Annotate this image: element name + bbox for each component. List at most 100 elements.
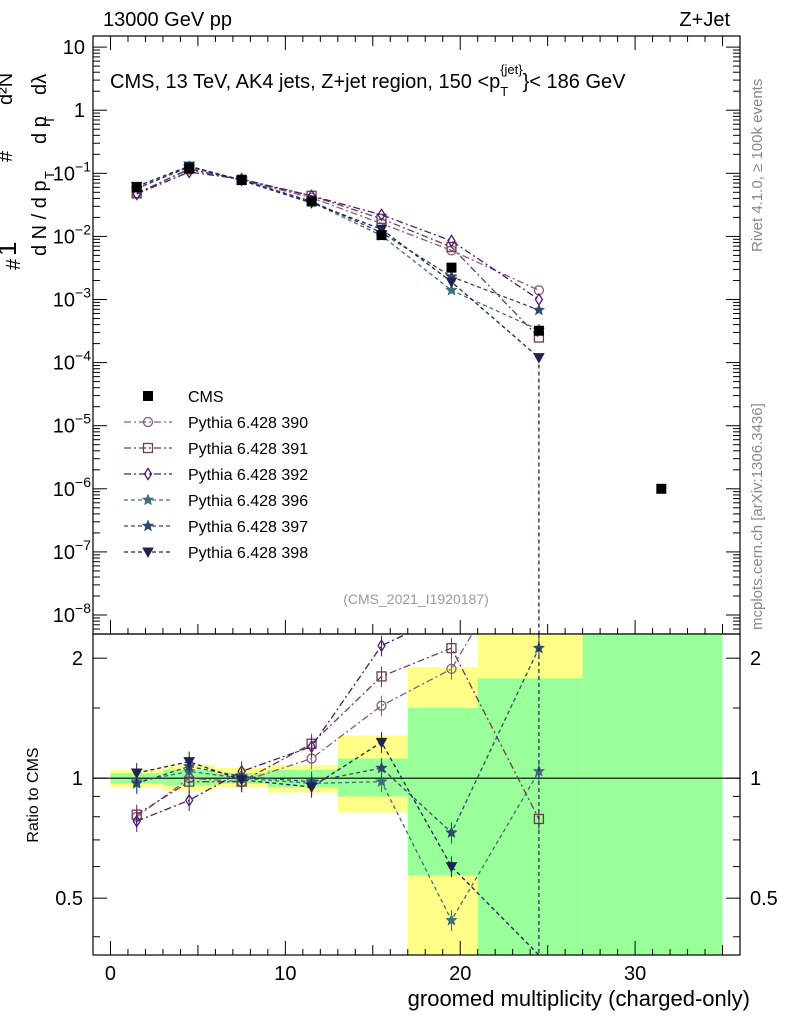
series-line-p391 — [136, 168, 540, 338]
ylabel-hash: # — [3, 258, 25, 270]
title-suffix: }< 186 GeV — [523, 71, 627, 93]
main-series — [130, 159, 667, 634]
y-tick-label: 1 — [74, 100, 85, 122]
x-tick-label: 30 — [624, 963, 646, 985]
header-left-label: 13000 GeV pp — [103, 9, 232, 31]
ratio-point-p398 — [375, 737, 388, 749]
cms-data-point — [236, 175, 247, 186]
ratio-point-p398 — [130, 768, 143, 780]
series-point-p391 — [376, 213, 387, 224]
legend-label-p398: Pythia 6.428 398 — [188, 545, 308, 562]
ylabel-hash2: # — [0, 150, 17, 162]
ratio-series — [130, 634, 546, 955]
legend-label-p390: Pythia 6.428 390 — [188, 415, 308, 432]
y-tick-label: 10−7 — [53, 537, 91, 564]
band-green — [337, 758, 408, 797]
cms-data-point — [131, 182, 142, 193]
ratio-frame — [92, 633, 741, 956]
cms-data-point — [184, 163, 195, 174]
ratio-y-label: Ratio to CMS — [25, 747, 42, 842]
ratio-point-p398 — [305, 782, 318, 794]
ratio-tick-label: 0.5 — [55, 888, 83, 910]
legend-label-p396: Pythia 6.428 396 — [188, 493, 308, 510]
ratio-panel: 0 10 20 30 0.5 0.5 1 1 2 2 — [55, 633, 778, 985]
main-panel: 10 1 10−1 10−2 10−3 10−4 10−5 10−6 10−7 10−8 — [53, 35, 741, 635]
ratio-point-p398 — [183, 757, 196, 768]
ratio-tick-label: 2 — [72, 648, 83, 670]
legend-label-p392: Pythia 6.428 392 — [188, 467, 308, 484]
series-line-p397 — [136, 165, 540, 311]
ratio-point-p390 — [376, 700, 387, 711]
series-point-p396 — [445, 283, 458, 296]
y-axis-label: # 1 d N / d p T # d p T d²N dλ — [0, 73, 57, 270]
title-sub: T — [500, 84, 508, 99]
series-point-p398 — [533, 353, 545, 364]
ratio-point-p392 — [307, 739, 316, 754]
ratio-point-p397 — [375, 761, 388, 774]
y-tick-label: 10−4 — [53, 348, 91, 375]
legend-marker-p397 — [141, 519, 155, 532]
legend-label-p397: Pythia 6.428 397 — [188, 519, 308, 536]
series-point-p397 — [532, 303, 546, 316]
ratio-point-p392 — [377, 638, 386, 653]
mcplots-label: mcplots.cern.ch [arXiv:1306.3436] — [749, 403, 766, 630]
cms-data-point — [306, 196, 317, 207]
ratio-point-p391 — [376, 671, 387, 682]
ratio-point-p398 — [235, 775, 248, 786]
y-tick-label: 10−6 — [53, 474, 91, 501]
legend-label-cms: CMS — [188, 389, 224, 406]
legend-marker-p392 — [143, 467, 153, 481]
ylabel-num: d²N — [0, 73, 17, 105]
ratio-point-p390 — [446, 663, 457, 675]
legend-label-p391: Pythia 6.428 391 — [188, 441, 308, 458]
ratio-tick-label-right: 1 — [750, 768, 761, 790]
ylabel-t1: T — [42, 171, 57, 179]
analysis-id: (CMS_2021_I1920187) — [343, 591, 489, 607]
y-tick-label: 10−2 — [53, 221, 91, 248]
series-line-p392 — [136, 171, 540, 301]
ylabel-t2: T — [42, 116, 57, 124]
cms-data-point — [446, 262, 457, 273]
legend-marker-p391 — [142, 442, 154, 454]
cms-data-point — [656, 483, 667, 494]
ylabel-one: 1 — [0, 242, 22, 256]
band-green — [582, 634, 723, 955]
cms-data-point — [533, 325, 544, 336]
legend-marker-p390 — [142, 416, 154, 428]
chart-title: CMS, 13 TeV, AK4 jets, Z+jet region, 150… — [110, 62, 626, 99]
x-tick-label: 20 — [449, 963, 471, 985]
series-point-p392 — [534, 292, 544, 307]
series-point-p398 — [445, 277, 458, 288]
ratio-point-p391 — [446, 642, 457, 654]
band-green — [407, 707, 478, 876]
y-tick-label: 10 — [63, 37, 85, 59]
title-sup: {jet} — [500, 62, 523, 77]
legend-marker-cms — [143, 391, 153, 401]
ratio-tick-label-right: 2 — [750, 648, 761, 670]
x-axis-label: groomed multiplicity (charged-only) — [408, 986, 750, 1011]
ratio-point-p398 — [445, 862, 458, 873]
ratio-point-p396 — [445, 913, 458, 926]
series-point-p391 — [446, 241, 457, 253]
ylabel-dl: dλ — [29, 74, 51, 95]
series-point-p398 — [375, 224, 388, 236]
header-right-label: Z+Jet — [679, 9, 730, 31]
ratio-tick-label-right: 0.5 — [750, 888, 778, 910]
x-tick-label: 0 — [105, 963, 116, 985]
y-tick-label: 10−8 — [53, 600, 91, 627]
legend-marker-p396 — [141, 493, 155, 506]
y-tick-label: 10−3 — [53, 285, 91, 312]
y-tick-label: 10−1 — [53, 158, 91, 185]
series-line-p398 — [136, 165, 540, 634]
ylabel-den2: d p — [29, 116, 51, 144]
legend-marker-p398 — [142, 547, 154, 559]
title-prefix: CMS, 13 TeV, AK4 jets, Z+jet region, 150… — [110, 71, 500, 93]
y-tick-label: 10−5 — [53, 411, 91, 438]
series-point-p392 — [447, 234, 456, 248]
legend: CMS Pythia 6.428 390 Pythia 6.428 391 Pythi… — [124, 389, 308, 562]
series-line-p396 — [136, 166, 540, 331]
x-tick-label: 10 — [274, 963, 296, 985]
ratio-point-p392 — [132, 814, 141, 828]
series-point-p392 — [377, 208, 386, 222]
